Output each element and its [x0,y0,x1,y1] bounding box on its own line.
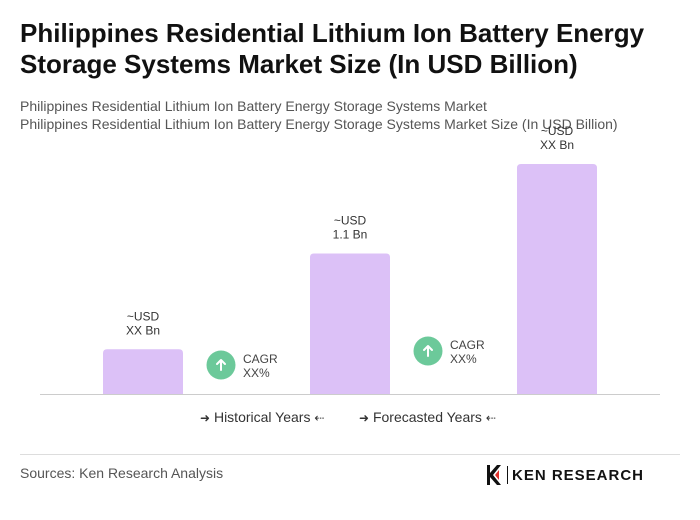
bar-value-label: 1.1 Bn [333,227,368,241]
ken-research-logo: KEN RESEARCH [486,463,644,487]
sources-text: Sources: Ken Research Analysis [20,465,224,481]
footer-divider [20,454,680,455]
cagr-label: XX% [243,366,270,380]
bar [517,164,597,394]
arrow-up-icon [423,345,433,357]
bar-value-label: ~USD [334,213,367,227]
arrow-up-icon [216,359,226,371]
arrow-right-icon: ➜ [200,411,211,425]
page-title: Philippines Residential Lithium Ion Batt… [20,18,645,79]
logo-text: KEN RESEARCH [512,466,645,484]
bar [103,349,183,394]
arrow-left-icon: ⇠ [314,411,325,425]
bar [310,253,390,394]
cagr-label: XX% [450,352,477,366]
legend-forecasted: ➜ Forecasted Years ⇠ [359,409,496,425]
bar-value-label: ~USD [127,309,160,323]
chart-subtitle-secondary: Philippines Residential Lithium Ion Batt… [20,116,618,132]
bar-value-label: XX Bn [126,323,160,337]
arrow-left-icon: ⇠ [485,411,496,425]
legend-historical: ➜ Historical Years ⇠ [200,409,324,425]
bar-value-label: XX Bn [540,138,574,152]
logo-separator [507,466,508,484]
bar-value-label: ~USD [541,124,574,138]
ken-research-logo-icon [487,465,501,485]
legend-historical-label: Historical Years [213,409,311,425]
chart-subtitle: Philippines Residential Lithium Ion Batt… [20,98,487,114]
cagr-label: CAGR [450,338,485,352]
arrow-right-icon: ➜ [359,411,370,425]
legend-forecasted-label: Forecasted Years [372,409,482,425]
cagr-label: CAGR [243,352,278,366]
